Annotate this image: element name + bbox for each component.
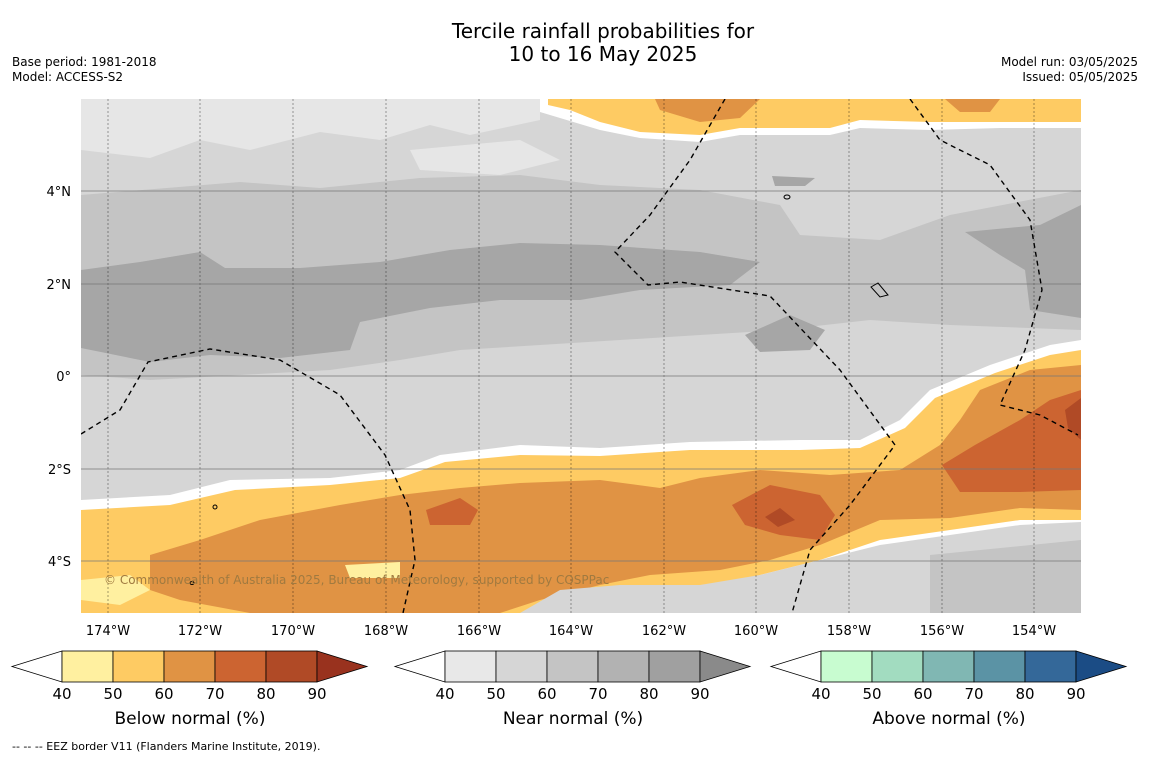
near-normal-legend-title: Near normal (%) [502, 709, 644, 729]
below-normal-90-patch [765, 508, 795, 527]
gridlines [107, 99, 1035, 613]
near-normal-70-patch [745, 315, 825, 352]
lon-tick: 166°W [457, 624, 501, 639]
near-normal-70-east [965, 205, 1081, 318]
base-period: Base period: 1981-2018 [12, 55, 157, 69]
colorbar-segment [973, 650, 1026, 683]
lon-tick: 154°W [1012, 624, 1056, 639]
title-line-2: 10 to 16 May 2025 [508, 42, 698, 66]
eez-footnote: -- -- -- EEZ border V11 (Flanders Marine… [12, 740, 321, 753]
islands [189, 194, 889, 585]
copyright-watermark: © Commonwealth of Australia 2025, Bureau… [104, 573, 609, 587]
colorbar-segment [214, 650, 267, 683]
lat-tick: 2°S [48, 463, 71, 478]
lon-tick: 168°W [364, 624, 408, 639]
colorbar-tick-label: 60 [154, 685, 173, 703]
colorbar-arrow-low [10, 650, 63, 683]
below-normal-70-top [655, 99, 760, 122]
colorbar-tick-label: 90 [1066, 685, 1085, 703]
map-title: Tercile rainfall probabilities for 10 to… [0, 20, 1150, 66]
colorbar-segment [922, 650, 975, 683]
latitude-lines [81, 190, 1081, 562]
below-normal-80-patch-west [426, 498, 478, 525]
colorbar-segment [265, 650, 318, 683]
lon-tick: 170°W [271, 624, 315, 639]
colorbar-segment [648, 650, 701, 683]
near-normal-40-patch [410, 140, 560, 175]
below-normal-50-patch-2 [345, 562, 400, 578]
near-normal-70-small [772, 176, 815, 186]
below-normal-legend-title: Below normal (%) [114, 709, 266, 729]
colorbar-tick-label: 40 [435, 685, 454, 703]
lon-tick: 160°W [734, 624, 778, 639]
colorbar-arrow-high [699, 650, 752, 683]
lon-tick: 164°W [549, 624, 593, 639]
colorbar-tick-label: 70 [205, 685, 224, 703]
above-normal-legend-title: Above normal (%) [872, 709, 1026, 729]
colorbar-tick-label: 50 [103, 685, 122, 703]
below-normal-80-patch-east [942, 390, 1081, 492]
issued-date: Issued: 05/05/2025 [1022, 70, 1138, 84]
colorbar-arrow-high [316, 650, 369, 683]
colorbars: 40 50 60 70 80 90 40 50 60 70 80 90 40 50 60 70 80 90 [10, 650, 1128, 703]
colorbar-segment [546, 650, 599, 683]
colorbar-tick-label: 80 [256, 685, 275, 703]
colorbar-arrow-low [769, 650, 822, 683]
model-name: Model: ACCESS-S2 [12, 70, 124, 84]
colorbar-tick-label: 70 [964, 685, 983, 703]
latitude-labels: 4°N 2°N 0° 2°S 4°S [47, 185, 72, 570]
title-line-1: Tercile rainfall probabilities for [451, 19, 755, 43]
lon-tick: 162°W [642, 624, 686, 639]
near-normal-60-bottom-right [930, 540, 1081, 613]
colorbar-tick-label: 80 [639, 685, 658, 703]
model-run: Model run: 03/05/2025 [1000, 55, 1138, 69]
below-normal-50-patch [81, 575, 150, 605]
colorbar-arrow-low [393, 650, 446, 683]
below-normal-70-region [150, 365, 1081, 613]
run-info: Model run: 03/05/2025 Issued: 05/05/2025 [1001, 55, 1138, 85]
longitude-labels: 174°W 172°W 170°W 168°W 166°W 164°W 162°… [86, 624, 1056, 639]
lat-tick: 4°N [47, 185, 72, 200]
eez-borders [81, 99, 1079, 613]
lon-tick: 174°W [86, 624, 130, 639]
lon-tick: 158°W [827, 624, 871, 639]
below-normal-70-top-east [945, 99, 1000, 112]
colorbar-tick-label: 40 [811, 685, 830, 703]
lat-tick: 2°N [47, 278, 72, 293]
near-normal-70-region [81, 243, 760, 362]
colorbar-segment [163, 650, 216, 683]
colorbar-segment [871, 650, 924, 683]
colorbar-segment [495, 650, 548, 683]
colorbar-segment [820, 650, 873, 683]
colorbar-segment [112, 650, 165, 683]
colorbar-tick-label: 60 [913, 685, 932, 703]
colorbar-segment [597, 650, 650, 683]
colorbar-tick-label: 70 [588, 685, 607, 703]
colorbar-tick-label: 50 [486, 685, 505, 703]
colorbar-tick-label: 50 [862, 685, 881, 703]
lon-tick: 172°W [178, 624, 222, 639]
base-info: Base period: 1981-2018 Model: ACCESS-S2 [12, 55, 157, 85]
colorbar-tick-label: 40 [52, 685, 71, 703]
colorbar-arrow-high [1075, 650, 1128, 683]
map-field [81, 99, 1081, 613]
colorbar-tick-label: 60 [537, 685, 556, 703]
colorbar-segment [61, 650, 114, 683]
near-normal-40-region [81, 99, 540, 158]
lat-tick: 4°S [48, 555, 71, 570]
lon-tick: 156°W [920, 624, 964, 639]
colorbar-tick-label: 90 [690, 685, 709, 703]
colorbar-tick-label: 90 [307, 685, 326, 703]
colorbar-tick-label: 80 [1015, 685, 1034, 703]
colorbar-segment [444, 650, 497, 683]
below-normal-90-east [1065, 398, 1081, 440]
colorbar-segment [1024, 650, 1077, 683]
lat-tick: 0° [56, 370, 71, 385]
